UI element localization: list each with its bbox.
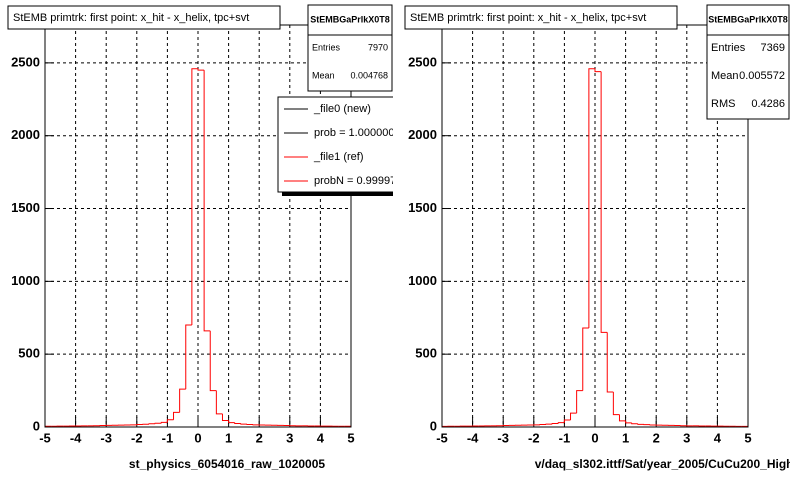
histogram-bin [558,423,564,424]
x-tick-label: -3 [497,430,509,445]
histogram-bin [174,412,180,419]
histogram-bin [229,420,235,422]
histogram-bin [632,423,638,424]
x-tick-label: 1 [622,430,629,445]
x-tick-label: 2 [653,430,660,445]
histogram-bin [235,423,241,424]
stats-label: Entries [711,42,746,54]
legend-label: _file0 (new) [313,103,371,115]
stats-label: Mean [312,70,335,80]
stats-title: StEMBGaPrlkX0T8 [708,14,788,24]
histogram-bin [167,420,173,423]
x-tick-label: -4 [70,430,82,445]
histogram-bin [186,325,192,389]
x-axis-label: v/daq_sl302.ittf/Sat/year_2005/CuCu200_H… [535,457,800,471]
histogram-bin [161,422,167,423]
y-tick-label: 2000 [408,127,437,142]
y-tick-label: 1000 [408,273,437,288]
stats-value: 7970 [368,42,388,52]
y-tick-label: 500 [415,346,437,361]
chart-title: StEMB primtrk: first point: x_hit - x_he… [13,12,249,24]
histogram-bin [222,414,228,421]
stats-value: 0.004768 [350,70,388,80]
stats-label: Mean [711,70,739,82]
x-axis-label: st_physics_6054016_raw_1020005 [129,457,325,471]
histogram-bin [198,69,204,70]
histogram-bin [241,424,247,425]
x-tick-label: -2 [131,430,143,445]
x-tick-label: -2 [528,430,540,445]
y-tick-label: 1000 [11,273,40,288]
y-tick-label: 1500 [11,200,40,215]
x-tick-label: -1 [559,430,571,445]
x-tick-label: 0 [591,430,598,445]
histogram-bin [626,421,632,423]
histogram-bin [210,331,216,391]
histogram-bin [619,415,625,421]
histogram-bin [552,424,558,425]
stats-value: 7369 [761,42,785,54]
x-tick-label: -3 [100,430,112,445]
x-tick-label: 2 [256,430,263,445]
chart-title: StEMB primtrk: first point: x_hit - x_he… [410,12,646,24]
x-tick-label: -5 [39,430,51,445]
x-tick-label: -4 [467,430,479,445]
x-tick-label: 1 [225,430,232,445]
histogram-bin [192,69,198,325]
y-tick-label: 2500 [11,54,40,69]
x-tick-label: 4 [714,430,722,445]
histogram-bin [607,332,613,392]
x-tick-label: 3 [286,430,293,445]
stats-label: Entries [312,42,341,52]
histogram-bin [583,328,589,391]
histogram-bin [180,389,186,412]
x-tick-label: 5 [347,430,354,445]
x-tick-label: 3 [683,430,690,445]
y-tick-label: 500 [18,346,40,361]
x-tick-label: -1 [162,430,174,445]
histogram-bin [571,413,577,420]
y-tick-label: 2500 [408,54,437,69]
histogram-bin [613,392,619,415]
x-tick-label: 4 [317,430,325,445]
stats-value: 0.4286 [751,98,785,110]
histogram-bin [564,420,570,423]
y-tick-label: 2000 [11,127,40,142]
x-tick-label: -5 [436,430,448,445]
legend-label: probN = 0.99997 [314,175,396,187]
histogram-bin [577,391,583,414]
legend-label: _file1 (ref) [313,151,364,163]
histogram-bin [155,423,161,424]
stats-value: 0.005572 [739,70,785,82]
stats-title: StEMBGaPrlkX0T8 [310,14,390,24]
histogram-bin [595,69,601,72]
histogram-bin [638,424,644,425]
histogram-bin [601,72,607,333]
y-tick-label: 1500 [408,200,437,215]
x-tick-label: 0 [194,430,201,445]
stats-label: RMS [711,98,735,110]
histogram-bin [589,69,595,328]
x-tick-label: 5 [744,430,751,445]
histogram-bin [216,391,222,414]
histogram-bin [204,70,210,331]
legend-label: prob = 1.000000 [314,127,394,139]
